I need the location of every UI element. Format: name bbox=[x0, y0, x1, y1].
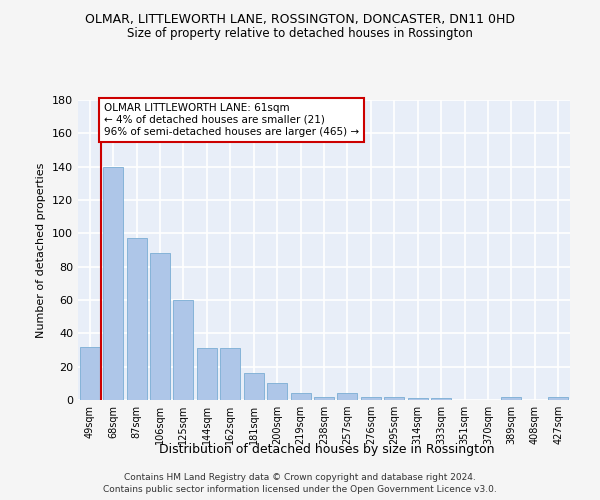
Bar bbox=[290, 394, 311, 400]
Bar bbox=[502, 396, 521, 400]
Bar bbox=[197, 348, 217, 400]
Bar bbox=[127, 238, 146, 400]
Bar bbox=[385, 396, 404, 400]
Bar bbox=[150, 254, 170, 400]
Bar bbox=[337, 394, 358, 400]
Bar bbox=[548, 396, 568, 400]
Bar bbox=[80, 346, 100, 400]
Bar bbox=[103, 166, 123, 400]
Bar bbox=[267, 384, 287, 400]
Bar bbox=[244, 374, 263, 400]
Bar bbox=[431, 398, 451, 400]
Text: Contains HM Land Registry data © Crown copyright and database right 2024.: Contains HM Land Registry data © Crown c… bbox=[124, 472, 476, 482]
Bar bbox=[361, 396, 381, 400]
Text: OLMAR, LITTLEWORTH LANE, ROSSINGTON, DONCASTER, DN11 0HD: OLMAR, LITTLEWORTH LANE, ROSSINGTON, DON… bbox=[85, 12, 515, 26]
Bar bbox=[408, 398, 428, 400]
Y-axis label: Number of detached properties: Number of detached properties bbox=[37, 162, 46, 338]
Bar bbox=[220, 348, 240, 400]
Text: Contains public sector information licensed under the Open Government Licence v3: Contains public sector information licen… bbox=[103, 485, 497, 494]
Text: Distribution of detached houses by size in Rossington: Distribution of detached houses by size … bbox=[159, 442, 495, 456]
Text: Size of property relative to detached houses in Rossington: Size of property relative to detached ho… bbox=[127, 28, 473, 40]
Text: OLMAR LITTLEWORTH LANE: 61sqm
← 4% of detached houses are smaller (21)
96% of se: OLMAR LITTLEWORTH LANE: 61sqm ← 4% of de… bbox=[104, 104, 359, 136]
Bar bbox=[314, 396, 334, 400]
Bar bbox=[173, 300, 193, 400]
